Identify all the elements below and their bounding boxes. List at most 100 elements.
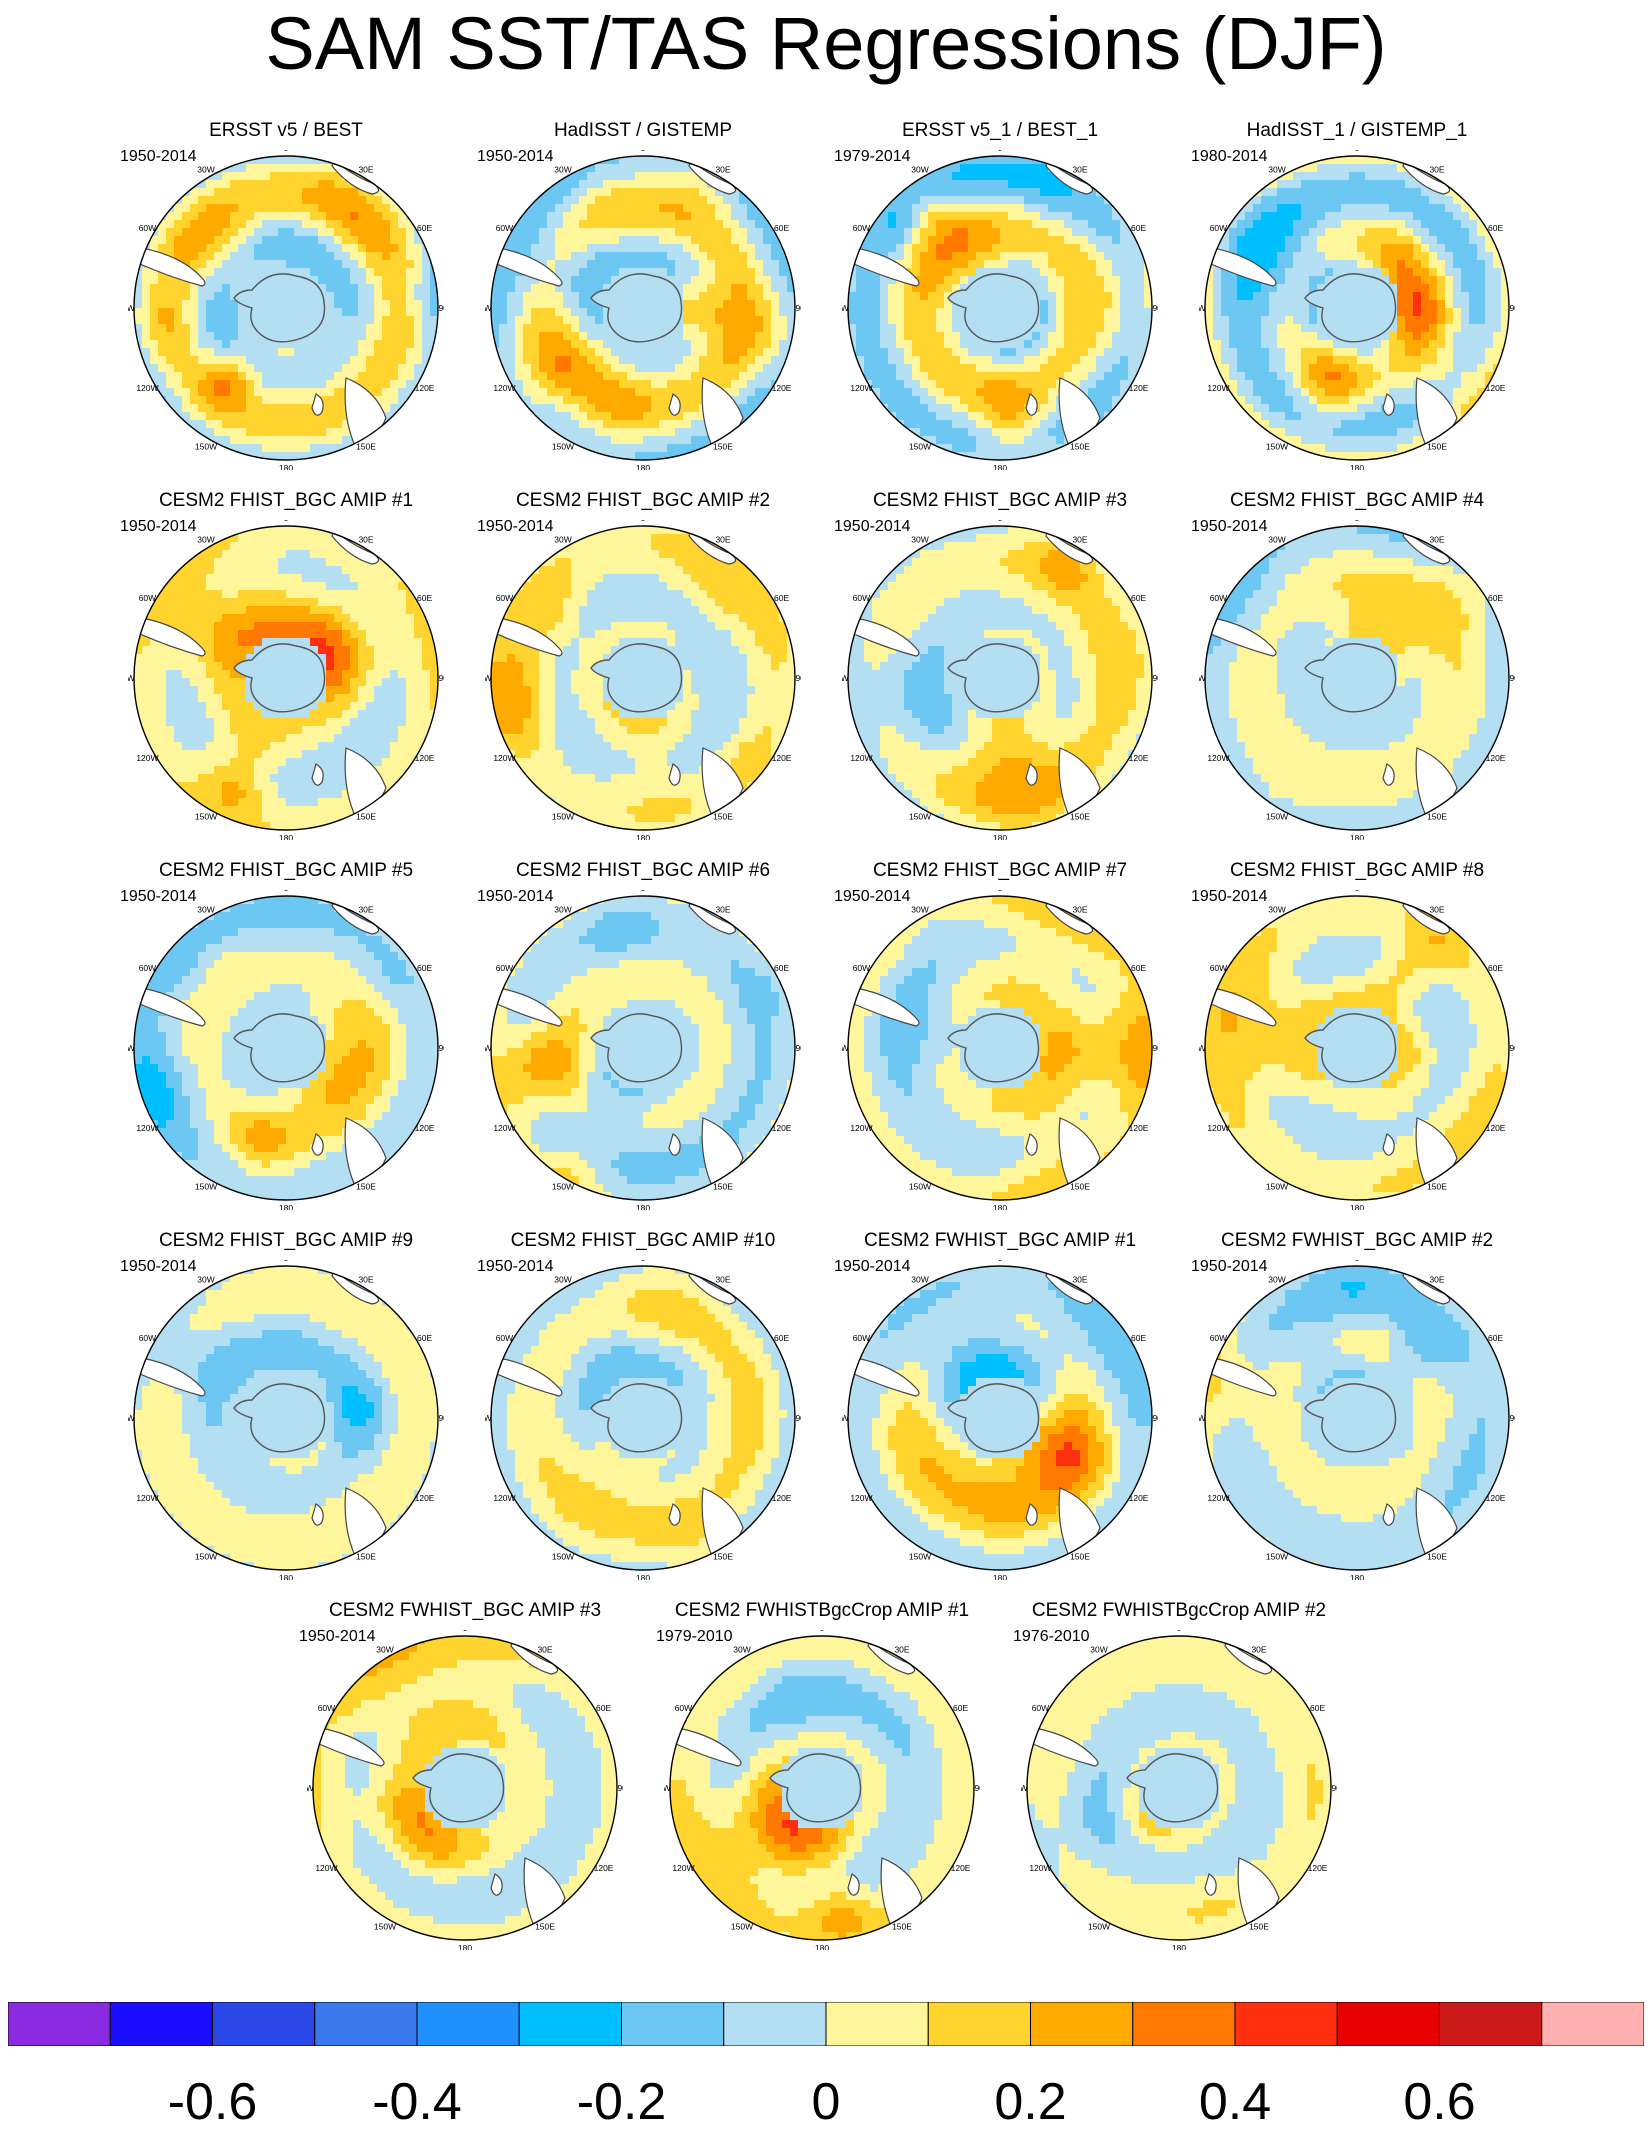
anomaly-cell — [198, 260, 207, 269]
anomaly-cell — [278, 590, 287, 599]
anomaly-cell — [1309, 372, 1318, 381]
anomaly-cell — [611, 156, 620, 165]
anomaly-cell — [699, 348, 708, 357]
anomaly-cell — [230, 558, 239, 567]
anomaly-cell — [1341, 220, 1350, 229]
anomaly-cell — [1120, 252, 1129, 261]
anomaly-cell — [635, 196, 644, 205]
anomaly-cell — [1349, 228, 1358, 237]
anomaly-cell — [270, 550, 279, 559]
anomaly-cell — [920, 316, 929, 325]
anomaly-cell — [1453, 260, 1462, 269]
anomaly-cell — [262, 428, 271, 437]
anomaly-cell — [206, 244, 215, 253]
anomaly-cell — [675, 356, 684, 365]
anomaly-cell — [1421, 348, 1430, 357]
anomaly-cell — [699, 260, 708, 269]
anomaly-cell — [254, 396, 263, 405]
anomaly-cell — [667, 356, 676, 365]
anomaly-cell — [523, 300, 532, 309]
anomaly-cell — [1301, 220, 1310, 229]
anomaly-cell — [880, 356, 889, 365]
anomaly-cell — [587, 316, 596, 325]
anomaly-cell — [1469, 260, 1478, 269]
anomaly-cell — [382, 308, 391, 317]
anomaly-cell — [1421, 308, 1430, 317]
anomaly-cell — [198, 196, 207, 205]
anomaly-cell — [294, 196, 303, 205]
anomaly-cell — [366, 332, 375, 341]
anomaly-cell — [1112, 324, 1121, 333]
anomaly-cell — [691, 292, 700, 301]
anomaly-cell — [976, 364, 985, 373]
anomaly-cell — [675, 388, 684, 397]
anomaly-cell — [206, 228, 215, 237]
anomaly-cell — [398, 388, 407, 397]
anomaly-cell — [659, 220, 668, 229]
anomaly-cell — [1213, 332, 1222, 341]
anomaly-cell — [230, 324, 239, 333]
anomaly-cell — [1437, 300, 1446, 309]
anomaly-cell — [1261, 372, 1270, 381]
anomaly-cell — [1221, 332, 1230, 341]
anomaly-cell — [190, 252, 199, 261]
anomaly-cell — [1373, 204, 1382, 213]
anomaly-cell — [1096, 252, 1105, 261]
anomaly-cell — [390, 364, 399, 373]
anomaly-cell — [374, 348, 383, 357]
anomaly-cell — [715, 356, 724, 365]
anomaly-cell — [856, 340, 865, 349]
anomaly-cell — [222, 284, 231, 293]
anomaly-cell — [539, 332, 548, 341]
anomaly-cell — [326, 236, 335, 245]
anomaly-cell — [707, 220, 716, 229]
anomaly-cell — [643, 244, 652, 253]
anomaly-cell — [342, 220, 351, 229]
anomaly-cell — [896, 420, 905, 429]
anomaly-cell — [675, 348, 684, 357]
anomaly-cell — [246, 412, 255, 421]
anomaly-cell — [1245, 340, 1254, 349]
anomaly-cell — [1000, 172, 1009, 181]
anomaly-cell — [190, 412, 199, 421]
anomaly-cell — [603, 332, 612, 341]
anomaly-cell — [880, 388, 889, 397]
anomaly-cell — [366, 300, 375, 309]
panel-title: ERSST v5_1 / BEST_1 — [822, 120, 1178, 142]
anomaly-cell — [1040, 228, 1049, 237]
anomaly-cell — [1040, 284, 1049, 293]
anomaly-cell — [944, 220, 953, 229]
anomaly-cell — [1080, 276, 1089, 285]
anomaly-cell — [1317, 212, 1326, 221]
anomaly-cell — [326, 542, 335, 551]
anomaly-cell — [1341, 236, 1350, 245]
anomaly-cell — [278, 428, 287, 437]
anomaly-cell — [1389, 332, 1398, 341]
anomaly-cell — [723, 220, 732, 229]
anomaly-cell — [579, 380, 588, 389]
anomaly-cell — [270, 172, 279, 181]
anomaly-cell — [238, 364, 247, 373]
anomaly-cell — [1429, 196, 1438, 205]
anomaly-cell — [198, 396, 207, 405]
anomaly-cell — [936, 204, 945, 213]
anomaly-cell — [771, 364, 780, 373]
anomaly-cell — [691, 356, 700, 365]
anomaly-cell — [563, 260, 572, 269]
anomaly-cell — [1128, 356, 1137, 365]
anomaly-cell — [667, 236, 676, 245]
anomaly-cell — [262, 404, 271, 413]
anomaly-cell — [912, 420, 921, 429]
anomaly-cell — [763, 244, 772, 253]
anomaly-cell — [254, 260, 263, 269]
anomaly-cell — [1229, 324, 1238, 333]
longitude-label: 60W — [1210, 223, 1227, 233]
anomaly-cell — [390, 340, 399, 349]
anomaly-cell — [254, 428, 263, 437]
anomaly-cell — [571, 396, 580, 405]
anomaly-cell — [1253, 252, 1262, 261]
anomaly-cell — [920, 188, 929, 197]
anomaly-cell — [1405, 388, 1414, 397]
anomaly-cell — [1008, 164, 1017, 173]
anomaly-cell — [1096, 204, 1105, 213]
